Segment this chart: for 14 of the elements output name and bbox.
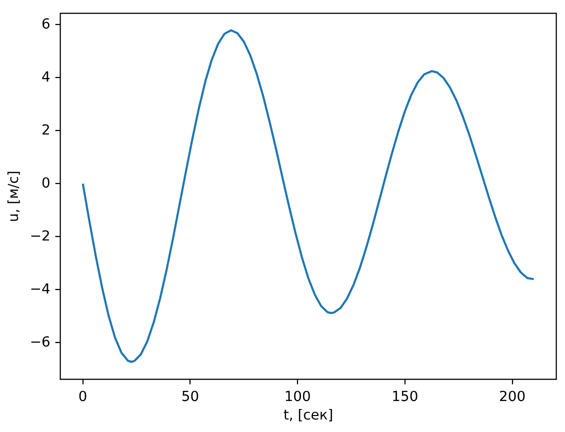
x-tick-label: 200 [499,389,526,406]
x-tick-label: 100 [284,389,311,406]
y-tick-label: −6 [30,334,50,350]
y-tick-label: 6 [41,16,50,32]
y-tick-label: 2 [41,122,50,138]
y-tick-label: −4 [30,281,50,298]
y-tick-label: −2 [30,228,50,244]
x-tick-label: 50 [181,389,200,406]
x-tick-label: 0 [78,389,88,406]
y-axis-title: u, [м/с] [6,170,22,222]
y-tick-label: 0 [41,175,50,192]
y-tick-label: 4 [41,69,50,86]
x-tick-label: 150 [392,389,418,406]
x-axis-title: t, [сек] [283,407,334,424]
